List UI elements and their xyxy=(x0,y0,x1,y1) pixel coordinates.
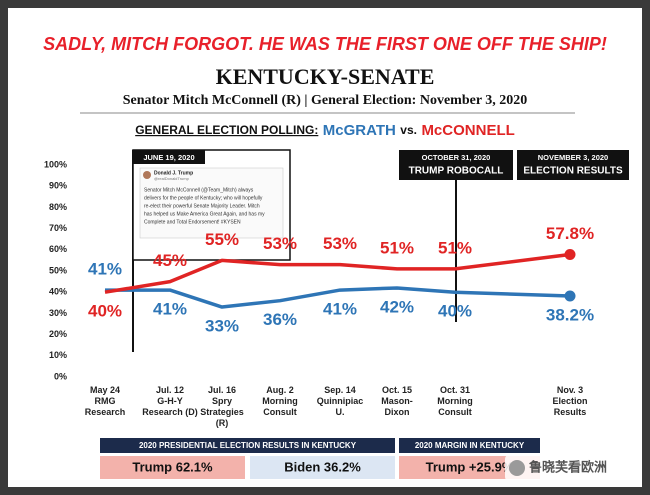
polling-heading: GENERAL ELECTION POLLING: McGRATH vs. Mc… xyxy=(135,122,515,139)
data-label: 42% xyxy=(380,297,414,316)
y-tick-label: 90% xyxy=(49,181,67,191)
x-tick-label: Oct. 15 Mason-Dixon xyxy=(381,385,413,417)
x-tick-label: Jul. 12 G-H-Y Research (D) xyxy=(142,385,198,417)
data-label: 57.8% xyxy=(546,224,594,243)
legend-entry: McGRATH xyxy=(323,122,396,139)
data-label: 41% xyxy=(153,300,187,319)
y-tick-label: 0% xyxy=(54,371,67,381)
banner: SADLY, MITCH FORGOT. HE WAS THE FIRST ON… xyxy=(43,34,607,54)
y-tick-label: 60% xyxy=(49,244,67,254)
watermark-bg xyxy=(505,455,635,481)
tweet-avatar xyxy=(143,171,151,179)
chart-title: KENTUCKY-SENATE xyxy=(216,64,435,89)
series-line xyxy=(104,252,571,294)
data-label: 40% xyxy=(88,302,122,321)
summary-cell-bg xyxy=(100,456,245,479)
data-label: 45% xyxy=(153,251,187,270)
x-tick-label: Sep. 14 Quinnipiac U. xyxy=(317,385,364,417)
data-label: 53% xyxy=(263,234,297,253)
x-tick-label: Nov. 3 Election Results xyxy=(552,385,587,417)
tweet-text: re-elect their powerful Senate Majority … xyxy=(144,203,260,209)
watermark-icon xyxy=(509,460,525,476)
end-point xyxy=(564,248,576,260)
heading-joiner: vs. xyxy=(400,123,417,137)
tweet-text: has helped us Make America Great Again, … xyxy=(144,211,265,217)
annotation-box xyxy=(133,150,205,164)
x-tick-label: Oct. 31 Morning Consult xyxy=(437,385,473,417)
summary-cell-bg xyxy=(250,456,395,479)
series-line xyxy=(105,286,571,309)
data-label: 41% xyxy=(323,300,357,319)
x-tick-label: Aug. 2 Morning Consult xyxy=(262,385,298,417)
tweet-handle: @realDonaldTrump xyxy=(154,176,190,181)
data-label: 38.2% xyxy=(546,306,594,325)
legend-entry: McCONNELL xyxy=(421,122,514,139)
y-tick-label: 10% xyxy=(49,350,67,360)
annotation-text: ELECTION RESULTS xyxy=(523,166,623,177)
data-label: 33% xyxy=(205,317,239,336)
tweet-author: Donald J. Trump xyxy=(154,170,193,176)
tweet-text: Senator Mitch McConnell (@Team_Mitch) al… xyxy=(144,187,254,193)
y-tick-label: 20% xyxy=(49,329,67,339)
annotation-box xyxy=(517,150,629,180)
data-label: 36% xyxy=(263,310,297,329)
summary-cell: Trump +25.9% xyxy=(426,459,514,474)
summary-cell: Trump 62.1% xyxy=(132,459,213,474)
annotation-text: OCTOBER 31, 2020 xyxy=(422,153,491,162)
y-tick-label: 50% xyxy=(49,265,67,275)
summary-cell: Biden 36.2% xyxy=(284,459,361,474)
end-point xyxy=(564,290,576,302)
canvas xyxy=(8,8,642,487)
y-tick-label: 100% xyxy=(44,159,67,169)
y-tick-label: 80% xyxy=(49,202,67,212)
tweet-text: delivers for the people of Kentucky; who… xyxy=(144,195,263,201)
watermark: 鲁晓芙看欧洲 xyxy=(529,460,607,476)
summary-header-bg xyxy=(399,438,540,453)
x-tick-label: Jul. 16 Spry Strategies (R) xyxy=(200,385,244,428)
data-label: 55% xyxy=(205,230,239,249)
annotation-box xyxy=(399,150,513,180)
annotation-text: JUNE 19, 2020 xyxy=(143,153,194,162)
y-tick-label: 70% xyxy=(49,223,67,233)
summary-cell-bg xyxy=(399,456,540,479)
data-label: 53% xyxy=(323,234,357,253)
data-label: 51% xyxy=(438,238,472,257)
y-tick-label: 30% xyxy=(49,308,67,318)
annotation-text: NOVEMBER 3, 2020 xyxy=(538,153,608,162)
summary-header: 2020 PRESIDENTIAL ELECTION RESULTS IN KE… xyxy=(139,441,357,450)
chart-subtitle: Senator Mitch McConnell (R) | General El… xyxy=(123,93,528,108)
summary-header-bg xyxy=(100,438,395,453)
data-label: 40% xyxy=(438,302,472,321)
tweet-text: Complete and Total Endorsement! #KYSEN xyxy=(144,219,241,225)
y-tick-label: 40% xyxy=(49,287,67,297)
summary-header: 2020 MARGIN IN KENTUCKY xyxy=(415,441,525,450)
data-label: 41% xyxy=(88,260,122,279)
annotation-text: TRUMP ROBOCALL xyxy=(409,166,504,177)
data-label: 51% xyxy=(380,238,414,257)
heading-prefix: GENERAL ELECTION POLLING: xyxy=(135,123,318,137)
tweet-card xyxy=(139,167,284,239)
x-tick-label: May 24 RMG Research xyxy=(85,385,126,417)
